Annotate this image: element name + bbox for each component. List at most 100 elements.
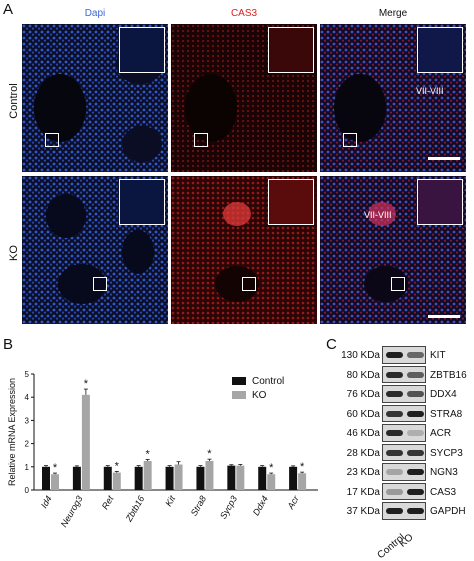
- panel-a-letter: A: [3, 1, 14, 18]
- x-tick-label-kit: Kit: [163, 494, 177, 509]
- bar-ko-sycp3: [236, 465, 245, 490]
- legend-label-ko: KO: [252, 390, 267, 401]
- x-tick-label-ddx4: Ddx4: [251, 494, 270, 517]
- blot-size-label-2: 76 KDa: [346, 389, 380, 400]
- blot-protein-label-acr: ACR: [430, 428, 452, 439]
- significance-star-ddx4: *: [269, 462, 274, 474]
- blot-band-cas3-ko: [407, 488, 424, 495]
- x-tick-label-id4: Id4: [39, 494, 54, 510]
- blot-band-acr-ko: [407, 430, 424, 436]
- image-ko-merge: VII-VIII: [320, 176, 466, 324]
- image-ko-cas3: [171, 176, 317, 324]
- bar-ko-ddx4: [267, 474, 276, 490]
- inset-zoom-control-dapi: [119, 27, 165, 73]
- x-tick-label-stra8: Stra8: [189, 494, 208, 518]
- roi-box-ko-cas3: [242, 277, 256, 291]
- blot-band-kit-control: [386, 352, 403, 358]
- bar-ko-zbtb16: [143, 461, 152, 490]
- bar-control-zbtb16: [134, 466, 143, 490]
- y-tick-label-2: 2: [25, 440, 30, 449]
- panel-b-letter: B: [3, 336, 14, 353]
- blot-strip-ddx4: [382, 385, 426, 403]
- roi-box-control-cas3: [194, 133, 208, 147]
- bar-ko-id4: [51, 474, 59, 490]
- blot-strip-cas3: [382, 482, 426, 500]
- bar-control-ddx4: [258, 466, 267, 490]
- x-tick-label-sycp3: Sycp3: [218, 494, 239, 521]
- blot-band-sycp3-ko: [407, 449, 424, 456]
- blot-size-label-6: 23 KDa: [346, 467, 380, 478]
- y-tick-label-0: 0: [25, 486, 30, 495]
- significance-star-stra8: *: [207, 448, 212, 460]
- blot-strip-kit: [382, 346, 426, 364]
- bar-control-neurog3: [72, 466, 81, 490]
- blot-band-zbtb16-control: [386, 371, 403, 378]
- image-control-merge: VII-VIII: [320, 24, 466, 172]
- blot-protein-label-stra8: STRA8: [430, 408, 463, 420]
- blot-band-ddx4-control: [386, 391, 403, 397]
- scale-bar-ko: [428, 315, 460, 318]
- blot-protein-label-ngn3: NGN3: [430, 467, 458, 478]
- x-tick-label-neurog3: Neurog3: [59, 494, 85, 529]
- scale-bar-control: [428, 157, 460, 160]
- roi-box-control-dapi: [45, 133, 59, 147]
- blot-band-ngn3-ko: [407, 469, 424, 475]
- blot-band-acr-control: [386, 430, 403, 436]
- significance-star-zbtb16: *: [146, 448, 151, 460]
- image-ko-dapi: [22, 176, 168, 324]
- blot-strip-stra8: [382, 404, 426, 422]
- panel-c-letter: C: [326, 336, 337, 353]
- blot-strip-sycp3: [382, 443, 426, 461]
- legend-swatch-ko: [232, 391, 246, 399]
- blot-size-label-3: 60 KDa: [346, 408, 380, 420]
- image-control-dapi: [22, 24, 168, 172]
- bar-ko-kit: [174, 464, 183, 490]
- blot-strip-zbtb16: [382, 365, 426, 383]
- blot-size-label-7: 17 KDa: [346, 486, 380, 498]
- blot-band-sycp3-control: [386, 449, 403, 456]
- bar-control-stra8: [196, 466, 205, 490]
- roi-box-ko-dapi: [93, 277, 107, 291]
- x-tick-label-acr: Acr: [285, 493, 301, 511]
- inset-zoom-control-cas3: [268, 27, 314, 73]
- blot-band-ngn3-control: [386, 469, 403, 475]
- roi-box-ko-merge: [391, 277, 405, 291]
- blot-band-gapdh-control: [386, 508, 403, 514]
- blot-strip-acr: [382, 424, 426, 442]
- blot-size-label-1: 80 KDa: [346, 369, 380, 381]
- bar-ko-neurog3: [81, 394, 90, 490]
- western-blot-panel: 130 KDa KIT 80 KDa ZBTB16 76 KDa DDX4 60 KDa ST…: [330, 342, 474, 561]
- blot-protein-label-cas3: CAS3: [430, 486, 457, 498]
- blot-size-label-4: 46 KDa: [346, 428, 380, 439]
- blot-strip-gapdh: [382, 502, 426, 520]
- blot-band-zbtb16-ko: [407, 371, 424, 378]
- legend-label-control: Control: [252, 376, 284, 387]
- bar-control-sycp3: [227, 465, 236, 490]
- y-axis-label: Relative mRNA Expression: [7, 378, 17, 486]
- row-label-control: Control: [8, 83, 20, 119]
- column-header-merge: Merge: [378, 8, 408, 19]
- blot-band-stra8-ko: [407, 410, 424, 417]
- stage-label-ko: VII-VIII: [364, 210, 392, 220]
- bar-control-kit: [165, 466, 174, 490]
- blot-band-ddx4-ko: [407, 391, 424, 397]
- blot-band-kit-ko: [407, 352, 424, 358]
- blot-protein-label-gapdh: GAPDH: [430, 506, 466, 517]
- blot-protein-label-kit: KIT: [430, 350, 446, 361]
- x-tick-label-zbtb16: Zbtb16: [123, 494, 146, 524]
- blot-protein-label-ddx4: DDX4: [430, 389, 457, 400]
- bar-ko-ret: [112, 472, 121, 490]
- column-header-cas3: CAS3: [230, 8, 258, 19]
- y-tick-label-1: 1: [25, 463, 30, 472]
- blot-strip-ngn3: [382, 463, 426, 481]
- blot-size-label-0: 130 KDa: [341, 350, 380, 361]
- significance-star-ret: *: [115, 460, 120, 472]
- image-control-cas3: [171, 24, 317, 172]
- bar-chart-mrna-expression: 0 1 2 3 4 5 Relative mRNA Expression * Id4 * Neuro…: [7, 370, 318, 529]
- bar-control-acr: [289, 466, 298, 490]
- blot-size-label-5: 28 KDa: [346, 447, 380, 459]
- y-tick-label-3: 3: [25, 416, 30, 425]
- bar-control-id4: [42, 466, 50, 490]
- legend-swatch-control: [232, 377, 246, 385]
- blot-band-gapdh-ko: [407, 508, 424, 514]
